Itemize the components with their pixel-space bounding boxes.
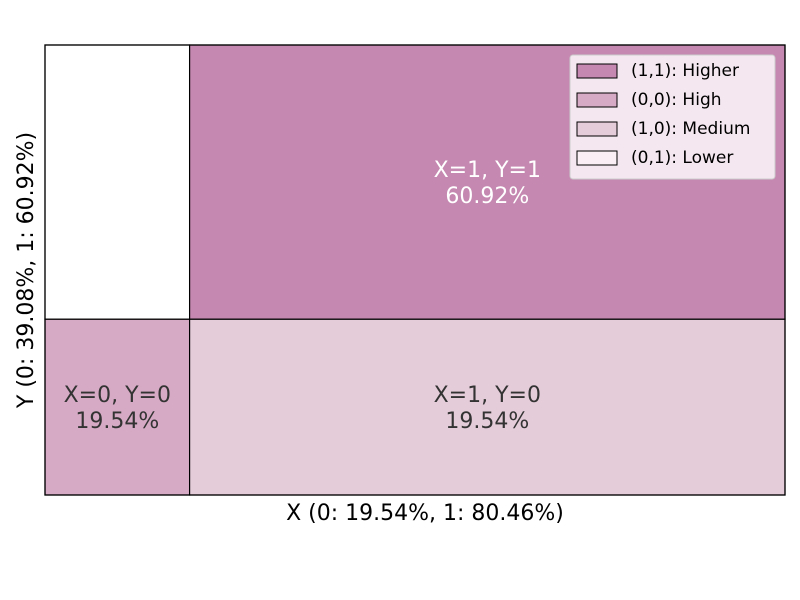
legend-label-2: (1,0): Medium (631, 119, 750, 139)
legend-swatch-2 (576, 121, 618, 137)
cell-percent-x1-y0: 19.54% (445, 409, 529, 434)
legend-label-1: (0,0): High (631, 90, 722, 110)
cell-percent-x1-y1: 60.92% (445, 184, 529, 209)
x-axis-label: X (0: 19.54%, 1: 80.46%) (286, 501, 564, 526)
legend-swatch-0 (576, 63, 618, 79)
cell-labels-layer: X=0, Y=019.54%X=1, Y=019.54%X=1, Y=160.9… (64, 158, 541, 434)
y-axis-label: Y (0: 39.08%, 1: 60.92%) (14, 132, 39, 409)
plot-frame (44, 44, 786, 496)
legend-swatch-1 (576, 92, 618, 108)
cell-label-x0-y0: X=0, Y=0 (64, 383, 171, 408)
legend-label-0: (1,1): Higher (631, 61, 739, 81)
legend-label-3: (0,1): Lower (631, 148, 733, 168)
mosaic-cell-x0-y0 (44, 318, 191, 496)
cells-layer (44, 44, 786, 496)
legend-box (569, 54, 776, 180)
legend-swatch-3 (576, 150, 618, 166)
cell-label-x1-y0: X=1, Y=0 (434, 383, 541, 408)
mosaic-cell-x0-y1 (44, 44, 191, 320)
cell-percent-x0-y0: 19.54% (75, 409, 159, 434)
cell-label-x1-y1: X=1, Y=1 (434, 158, 541, 183)
legend: (1,1): Higher (0,0): High (1,0): Medium (0,… (569, 54, 776, 180)
